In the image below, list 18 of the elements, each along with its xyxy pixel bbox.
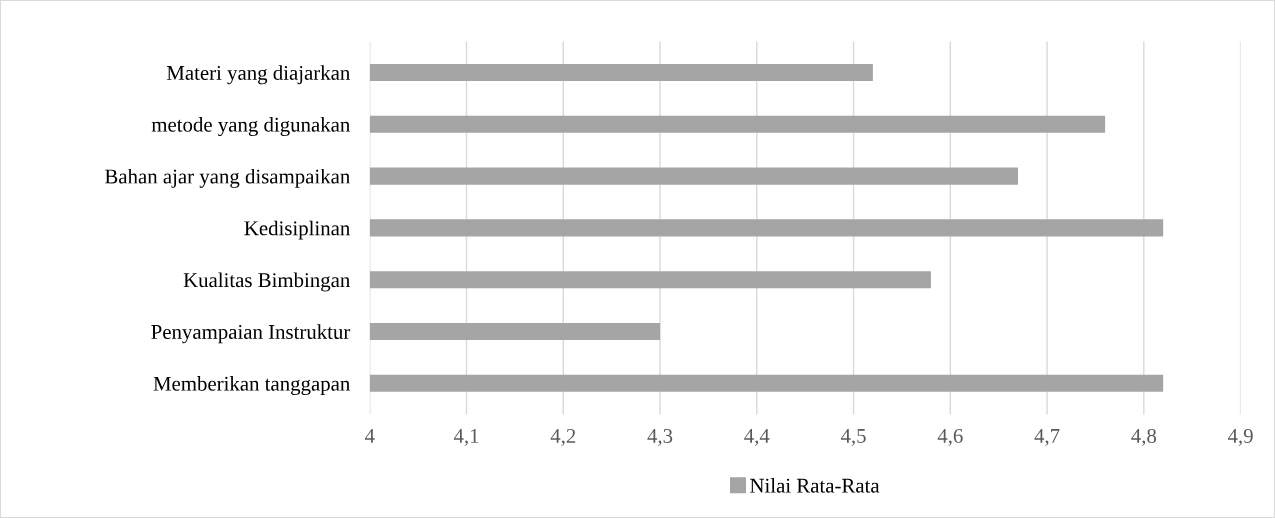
- y-tick-label: Kedisiplinan: [244, 220, 350, 240]
- x-tick-label: 4,1: [453, 428, 479, 446]
- x-tick-label: 4: [364, 429, 375, 443]
- x-tick-label: 4,3: [647, 428, 673, 446]
- y-tick-label: Bahan ajar yang disampaikan: [105, 168, 350, 188]
- x-tick-label: 4,6: [937, 428, 963, 446]
- x-tick-label: 4,9: [1227, 428, 1253, 446]
- legend-label: Nilai Rata-Rata: [750, 478, 880, 493]
- y-tick-label: Penyampaian Instruktur: [151, 324, 351, 344]
- y-tick-label: metode yang digunakan: [151, 117, 350, 137]
- y-tick-label: Kualitas Bimbingan: [183, 272, 350, 292]
- x-tick-label: 4,8: [1131, 428, 1157, 446]
- x-tick-label: 4,4: [744, 429, 770, 446]
- y-tick-label: Memberikan tanggapan: [153, 376, 350, 396]
- x-tick-label: 4,5: [840, 429, 866, 446]
- y-tick-label: Materi yang diajarkan: [166, 65, 350, 85]
- x-tick-label: 4,7: [1034, 429, 1060, 446]
- x-tick-label: 4,2: [550, 428, 576, 446]
